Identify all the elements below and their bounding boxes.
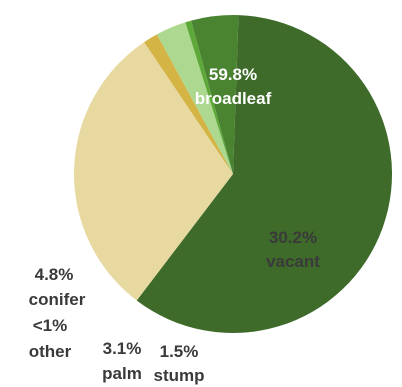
pie-slices — [74, 15, 393, 334]
conifer-name-label: conifer — [29, 290, 86, 309]
pie-slice-vacant — [74, 42, 233, 301]
other-name-label: other — [29, 342, 72, 361]
pie-slice-palm — [156, 22, 233, 175]
vacant-name-label: vacant — [266, 252, 320, 271]
stump-value-label: 1.5% — [160, 342, 199, 361]
other-value-label: <1% — [33, 316, 68, 335]
palm-name-label: palm — [102, 364, 142, 383]
pie-slice-stump — [144, 34, 233, 175]
conifer-value-label: 4.8% — [35, 265, 74, 284]
broadleaf-value-label: 59.8% — [209, 65, 257, 84]
pie-slice-broadleaf — [136, 15, 393, 334]
pie-slice-other — [185, 20, 233, 175]
pie-slice-conifer — [191, 15, 239, 174]
vacant-value-label: 30.2% — [269, 228, 317, 247]
stump-name-label: stump — [154, 366, 205, 385]
broadleaf-name-label: broadleaf — [195, 89, 272, 108]
palm-value-label: 3.1% — [103, 339, 142, 358]
